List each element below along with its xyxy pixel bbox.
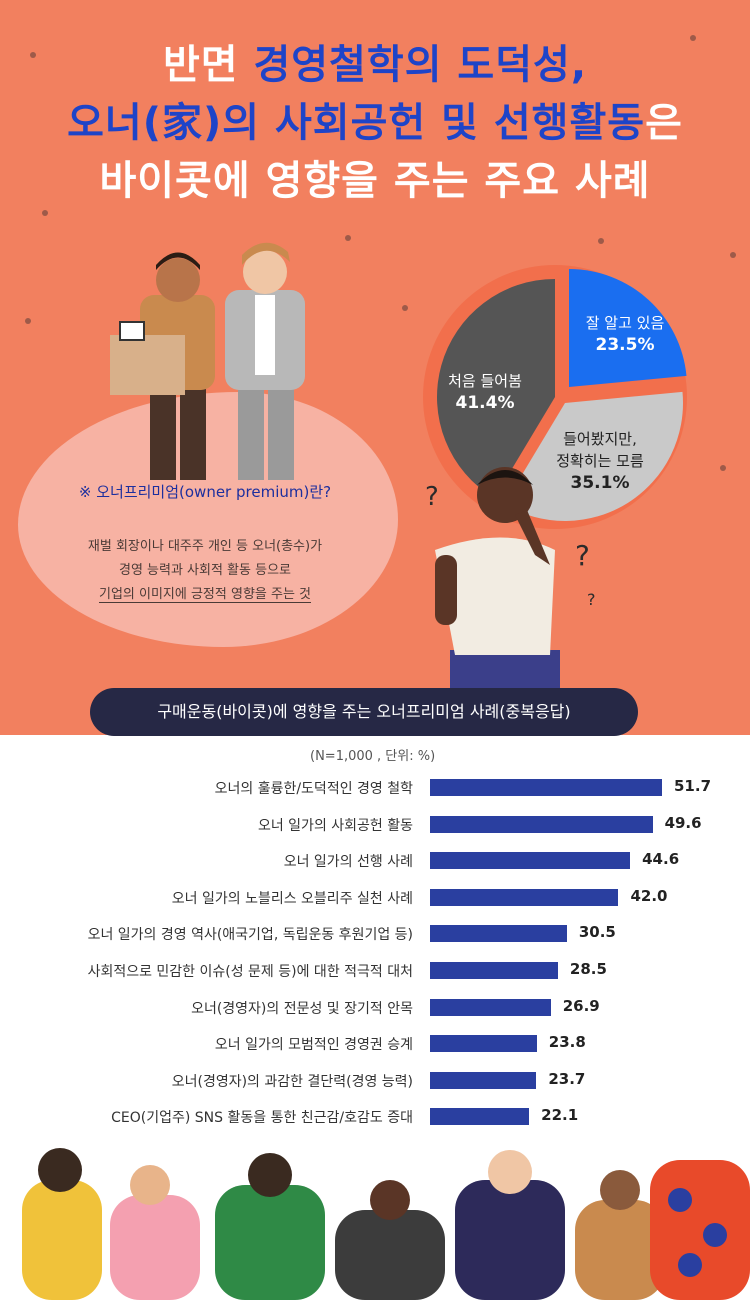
decor-dot xyxy=(345,235,351,241)
bar-category-label: 사회적으로 민감한 이슈(성 문제 등)에 대한 적극적 대처 xyxy=(87,964,413,980)
bar-category-label: 오너(경영자)의 전문성 및 장기적 안목 xyxy=(191,1000,413,1017)
svg-text:?: ? xyxy=(575,539,590,572)
bar-category-label: 오너의 훌륭한/도덕적인 경영 철학 xyxy=(214,781,413,797)
bar xyxy=(430,888,619,906)
bar-category-label: 오너 일가의 노블리스 오블리주 실천 사례 xyxy=(171,890,413,907)
awareness-pie-chart xyxy=(423,265,687,529)
decor-dot xyxy=(402,305,408,311)
definition-title: ※ 오너프리미엄(owner premium)란? xyxy=(78,483,332,501)
decor-dot xyxy=(690,35,696,41)
pie-slice xyxy=(437,279,555,499)
bar-category-label: 오너 일가의 경영 역사(애국기업, 독립운동 후원기업 등) xyxy=(87,927,413,944)
pie-slice-label: 처음 들어봄 xyxy=(448,372,522,390)
bar xyxy=(430,925,567,943)
title-line-2: 오너(家)의 사회공헌 및 선행활동은 xyxy=(67,100,683,146)
bar xyxy=(430,1035,537,1053)
decor-dot xyxy=(25,318,31,324)
bar xyxy=(430,779,662,796)
definition-line-1: 재벌 회장이나 대주주 개인 등 오너(총수)가 xyxy=(87,539,323,554)
pie-slice-label: 정확히는 모름 xyxy=(556,452,644,470)
bar-value-label: 23.8 xyxy=(548,1033,586,1052)
definition-line-2: 경영 능력과 사회적 활동 등으로 xyxy=(118,563,291,578)
pie-slice-value: 41.4% xyxy=(455,393,515,413)
bar xyxy=(430,1071,537,1089)
title-line-3: 바이콧에 영향을 주는 주요 사례 xyxy=(99,158,651,204)
bar-category-label: 오너 일가의 모범적인 경영권 승계 xyxy=(214,1037,413,1054)
bar-value-label: 22.1 xyxy=(541,1106,579,1125)
title-line-1: 반면 경영철학의 도덕성, xyxy=(162,42,588,88)
pie-slice xyxy=(569,269,687,387)
bar xyxy=(430,815,653,833)
pie-slice-label: 들어봤지만, xyxy=(563,430,637,448)
decor-dot xyxy=(720,465,726,471)
decor-dot xyxy=(598,238,604,244)
crowd-illustration xyxy=(22,1148,750,1300)
bar-value-label: 23.7 xyxy=(548,1069,586,1088)
pie-slice-value: 23.5% xyxy=(595,335,655,355)
decor-dot xyxy=(730,252,736,258)
top-section: 반면 경영철학의 도덕성, 오너(家)의 사회공헌 및 선행활동은 바이콧에 영… xyxy=(0,0,750,735)
bar-value-label: 44.6 xyxy=(642,850,680,869)
pie-slice-label: 잘 알고 있음 xyxy=(585,314,665,332)
pie-label-heard-not-exact: 들어봤지만, 정확히는 모름 35.1% xyxy=(530,428,670,494)
pie-label-know-well: 잘 알고 있음 23.5% xyxy=(570,312,680,356)
svg-text:?: ? xyxy=(425,482,439,512)
bar xyxy=(430,1108,530,1126)
bar-value-label: 26.9 xyxy=(562,996,600,1015)
businessmen-illustration xyxy=(110,242,305,480)
bar-category-label: 오너 일가의 사회공헌 활동 xyxy=(257,817,413,834)
bar-value-label: 49.6 xyxy=(664,813,702,832)
bar-category-label: 오너 일가의 선행 사례 xyxy=(283,854,413,871)
bar-value-label: 28.5 xyxy=(569,960,607,978)
bar-value-label: 30.5 xyxy=(578,923,616,942)
decor-dot xyxy=(42,210,48,216)
unit-label: (N=1,000 , 단위: %) xyxy=(310,749,436,764)
bar xyxy=(430,962,558,979)
definition-blob xyxy=(18,392,398,647)
section-title-pill: 구매운동(바이콧)에 영향을 주는 오너프리미엄 사례(중복응답) xyxy=(90,688,638,736)
bar-value-label: 42.0 xyxy=(630,886,668,905)
svg-text:?: ? xyxy=(587,590,596,609)
decor-dot xyxy=(30,52,36,58)
bar xyxy=(430,852,631,870)
pie-slice xyxy=(504,391,683,521)
bar-value-label: 51.7 xyxy=(674,777,712,795)
pie-slice-value: 35.1% xyxy=(570,473,630,493)
bar xyxy=(430,998,551,1016)
pie-label-first-time: 처음 들어봄 41.4% xyxy=(430,370,540,414)
definition-line-3: 기업의 이미지에 긍정적 영향을 주는 것 xyxy=(98,587,312,603)
bar-category-label: CEO(기업주) SNS 활동을 통한 친근감/호감도 증대 xyxy=(111,1110,413,1127)
bar-category-label: 오너(경영자)의 과감한 결단력(경영 능력) xyxy=(171,1073,413,1090)
